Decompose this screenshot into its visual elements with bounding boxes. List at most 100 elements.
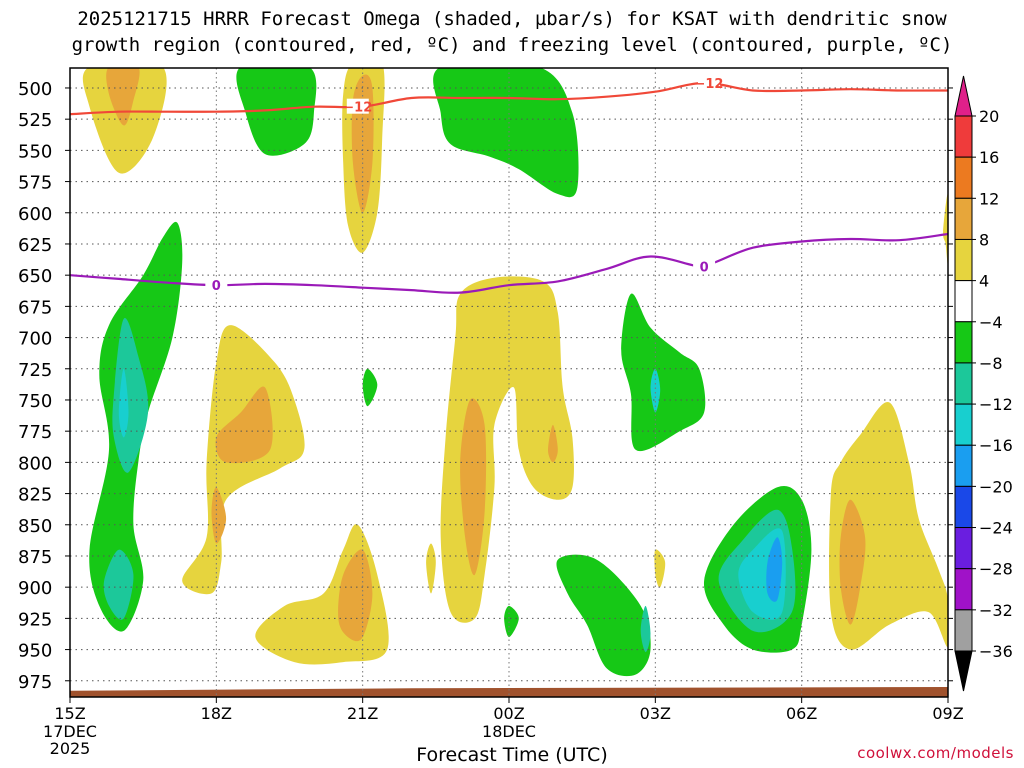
colorbar-tick-label: 16 <box>979 148 999 167</box>
colorbar-tick-label: −12 <box>979 395 1013 414</box>
contour-freezing-level-0c: 00 <box>70 232 948 294</box>
colorbar-swatch-10 <box>954 527 973 570</box>
x-tick-date-label: 18DEC <box>482 722 536 741</box>
colorbar-tick-label: −4 <box>979 313 1003 332</box>
chart-title-line-1: 2025121715 HRRR Forecast Omega (shaded, … <box>77 8 947 30</box>
contour-label-bg <box>697 74 720 90</box>
x-tick-label: 21Z <box>347 704 378 723</box>
y-tick-label: 900 <box>18 578 52 599</box>
colorbar-tick-label: −24 <box>979 519 1013 538</box>
y-tick-label: 875 <box>18 547 52 568</box>
omega-region-18 <box>621 293 706 452</box>
omega-region-23 <box>504 605 519 638</box>
y-tick-label: 550 <box>18 141 52 162</box>
colorbar: 20 16 12 8 4 −4 −8 −12 −16 −20 −24 −28 −32 −36 <box>954 75 1013 692</box>
omega-region-17 <box>548 424 558 463</box>
omega-region-8 <box>118 368 129 438</box>
y-tick-label: 750 <box>18 391 52 412</box>
y-tick-label: 625 <box>18 235 52 256</box>
x-tick-date-label: 17DEC <box>43 722 97 741</box>
contour-label-bg <box>205 277 228 293</box>
omega-region-21 <box>640 605 651 653</box>
omega-region-5 <box>433 68 579 198</box>
omega-region-14 <box>338 549 373 642</box>
omega-region-32 <box>943 193 948 265</box>
colorbar-swatch-12 <box>954 609 973 652</box>
x-tick-year-label: 2025 <box>50 739 91 758</box>
contour-label: 0 <box>212 279 221 294</box>
x-tick-label: 18Z <box>201 704 232 723</box>
x-tick-label: 15Z <box>54 704 85 723</box>
y-tick-label: 700 <box>18 329 52 350</box>
omega-region-20 <box>556 554 651 677</box>
y-tick-label: 850 <box>18 516 52 537</box>
y-tick-label: 925 <box>18 609 52 630</box>
omega-region-29 <box>766 537 783 602</box>
contour-label-bg <box>346 98 369 114</box>
omega-region-25 <box>654 549 666 588</box>
colorbar-swatch-0 <box>954 115 973 158</box>
y-tick-label: 675 <box>18 297 52 318</box>
omega-region-22 <box>362 368 378 407</box>
colorbar-swatch-1 <box>954 156 973 199</box>
omega-shading <box>82 68 948 677</box>
contour-label: 0 <box>700 260 709 275</box>
colorbar-tick-label: −32 <box>979 601 1013 620</box>
omega-region-9 <box>103 549 134 620</box>
colorbar-bottom-arrow <box>954 650 973 692</box>
chart-title-line-2: growth region (contoured, red, ºC) and f… <box>71 34 953 56</box>
colorbar-tick-label: 4 <box>979 272 989 291</box>
y-tick-label: 575 <box>18 173 52 194</box>
y-tick-label: 725 <box>18 360 52 381</box>
colorbar-swatch-7 <box>954 403 973 446</box>
x-tick-label: 06Z <box>786 704 817 723</box>
colorbar-swatch-5 <box>954 321 973 364</box>
colorbar-swatch-9 <box>954 485 973 529</box>
y-tick-label: 800 <box>18 453 52 474</box>
y-tick-label: 950 <box>18 641 52 662</box>
colorbar-tick-label: 20 <box>979 107 999 126</box>
colorbar-tick-label: −28 <box>979 560 1013 579</box>
colorbar-swatch-4 <box>954 280 973 323</box>
contour-label: −12 <box>694 77 723 92</box>
terrain-surface <box>70 687 948 697</box>
colorbar-tick-label: 12 <box>979 189 999 208</box>
x-axis-label: Forecast Time (UTC) <box>416 744 608 766</box>
site-credit: coolwx.com/models <box>857 744 1014 762</box>
y-tick-label: 975 <box>18 672 52 693</box>
x-tick-label: 03Z <box>640 704 671 723</box>
colorbar-tick-label: −16 <box>979 436 1013 455</box>
y-axis: 500 525 550 575 600 625 650 675 700 725 750 775 800 8… <box>18 79 953 693</box>
omega-region-11 <box>215 386 273 464</box>
colorbar-tick-label: −20 <box>979 477 1013 496</box>
y-tick-label: 525 <box>18 110 52 131</box>
colorbar-swatch-3 <box>954 238 973 282</box>
omega-region-16 <box>460 398 487 576</box>
y-tick-label: 825 <box>18 485 52 506</box>
y-tick-label: 500 <box>18 79 52 100</box>
omega-region-1 <box>106 68 140 126</box>
colorbar-tick-label: −8 <box>979 354 1003 373</box>
colorbar-swatch-8 <box>954 444 973 487</box>
contour-dendritic-12c: −12 −12 <box>70 74 948 116</box>
contour-label: −12 <box>343 101 372 116</box>
colorbar-swatch-11 <box>954 568 973 611</box>
omega-region-19 <box>650 368 661 413</box>
colorbar-top-arrow <box>954 75 973 117</box>
colorbar-swatch-6 <box>954 362 973 405</box>
x-tick-label: 09Z <box>932 704 963 723</box>
contour-label-bg <box>693 258 716 274</box>
y-tick-label: 775 <box>18 422 52 443</box>
omega-region-4 <box>236 68 317 156</box>
colorbar-swatch-2 <box>954 197 973 240</box>
omega-region-7 <box>112 317 149 473</box>
y-tick-label: 600 <box>18 204 52 225</box>
x-tick-label: 00Z <box>493 704 524 723</box>
colorbar-tick-label: 8 <box>979 230 989 249</box>
colorbar-tick-label: −36 <box>979 642 1013 661</box>
contour-line <box>70 81 948 116</box>
y-tick-label: 650 <box>18 266 52 287</box>
omega-region-12 <box>211 487 227 544</box>
